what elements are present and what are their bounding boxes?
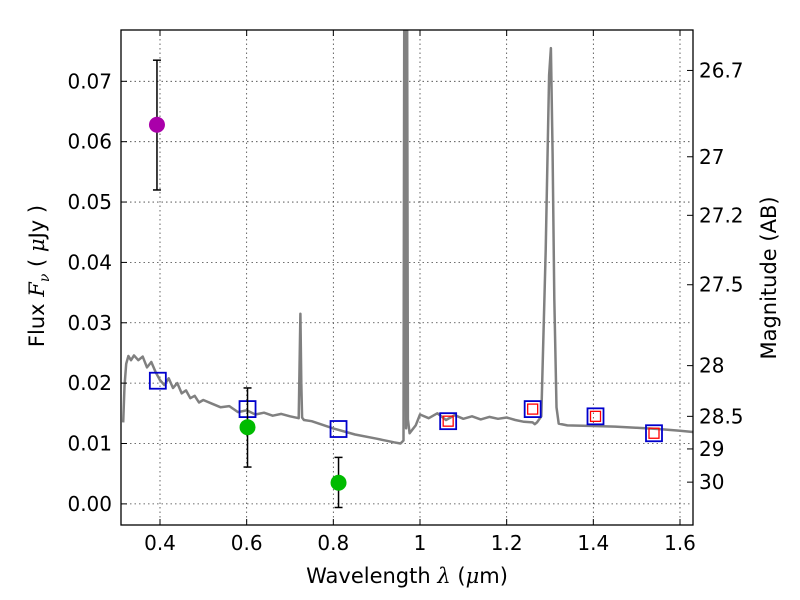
y2-tick-label: 27.5 (699, 273, 744, 297)
model-photometry-box (148, 371, 167, 390)
observed-photometry-point (239, 419, 256, 436)
x-tick-label: 1.4 (577, 531, 609, 555)
model-photometry-inner-box (648, 427, 660, 439)
y2-tick-label: 30 (699, 470, 724, 494)
model-photometry-box (439, 412, 458, 431)
sed-model-line (121, 30, 693, 445)
axis-ticks: 0.4 0.6 0.8 1 1.2 1.4 1.6 0.00 0.01 0.02 0.03 0.04 0… (67, 30, 744, 555)
x-axis-label: Wavelength λ (μm) (306, 564, 508, 588)
x-tick-label: 1 (414, 531, 427, 555)
y2-tick-label: 27 (699, 145, 724, 169)
model-photometry-inner-box (527, 403, 539, 415)
y2-tick-label: 27.2 (699, 203, 744, 227)
y-axis-label: Flux Fν ( μJy ) (25, 205, 53, 347)
plot-frame (120, 29, 694, 526)
grid (121, 30, 693, 525)
detection-point (148, 116, 165, 133)
y2-axis-label: Magnitude (AB) (757, 196, 781, 359)
y-tick-label: 0.03 (67, 311, 112, 335)
y-tick-label: 0.01 (67, 432, 112, 456)
y2-tick-label: 29 (699, 437, 724, 461)
y2-tick-label: 28.5 (699, 404, 744, 428)
y-tick-label: 0.05 (67, 190, 112, 214)
y2-tick-label: 26.7 (699, 58, 744, 82)
x-tick-label: 0.4 (144, 531, 176, 555)
model-photometry-inner-box (442, 415, 454, 427)
model-photometry-box (586, 407, 605, 426)
x-tick-label: 1.2 (491, 531, 523, 555)
y2-tick-label: 28 (699, 354, 724, 378)
observed-photometry-point (330, 474, 347, 491)
model-photometry-box (523, 400, 542, 418)
y-tick-label: 0.04 (67, 250, 112, 274)
x-tick-label: 0.6 (231, 531, 263, 555)
model-photometry-box (329, 420, 348, 438)
sed-series (121, 30, 693, 445)
model-photometry-inner-box (589, 410, 602, 422)
x-tick-label: 0.8 (317, 531, 349, 555)
y-tick-label: 0.06 (67, 130, 112, 154)
y-tick-label: 0.00 (67, 492, 112, 516)
model-photometry-box (645, 424, 663, 443)
y-tick-label: 0.07 (67, 69, 112, 93)
y-tick-label: 0.02 (67, 371, 112, 395)
x-tick-label: 1.6 (664, 531, 696, 555)
marker-series (148, 59, 663, 509)
